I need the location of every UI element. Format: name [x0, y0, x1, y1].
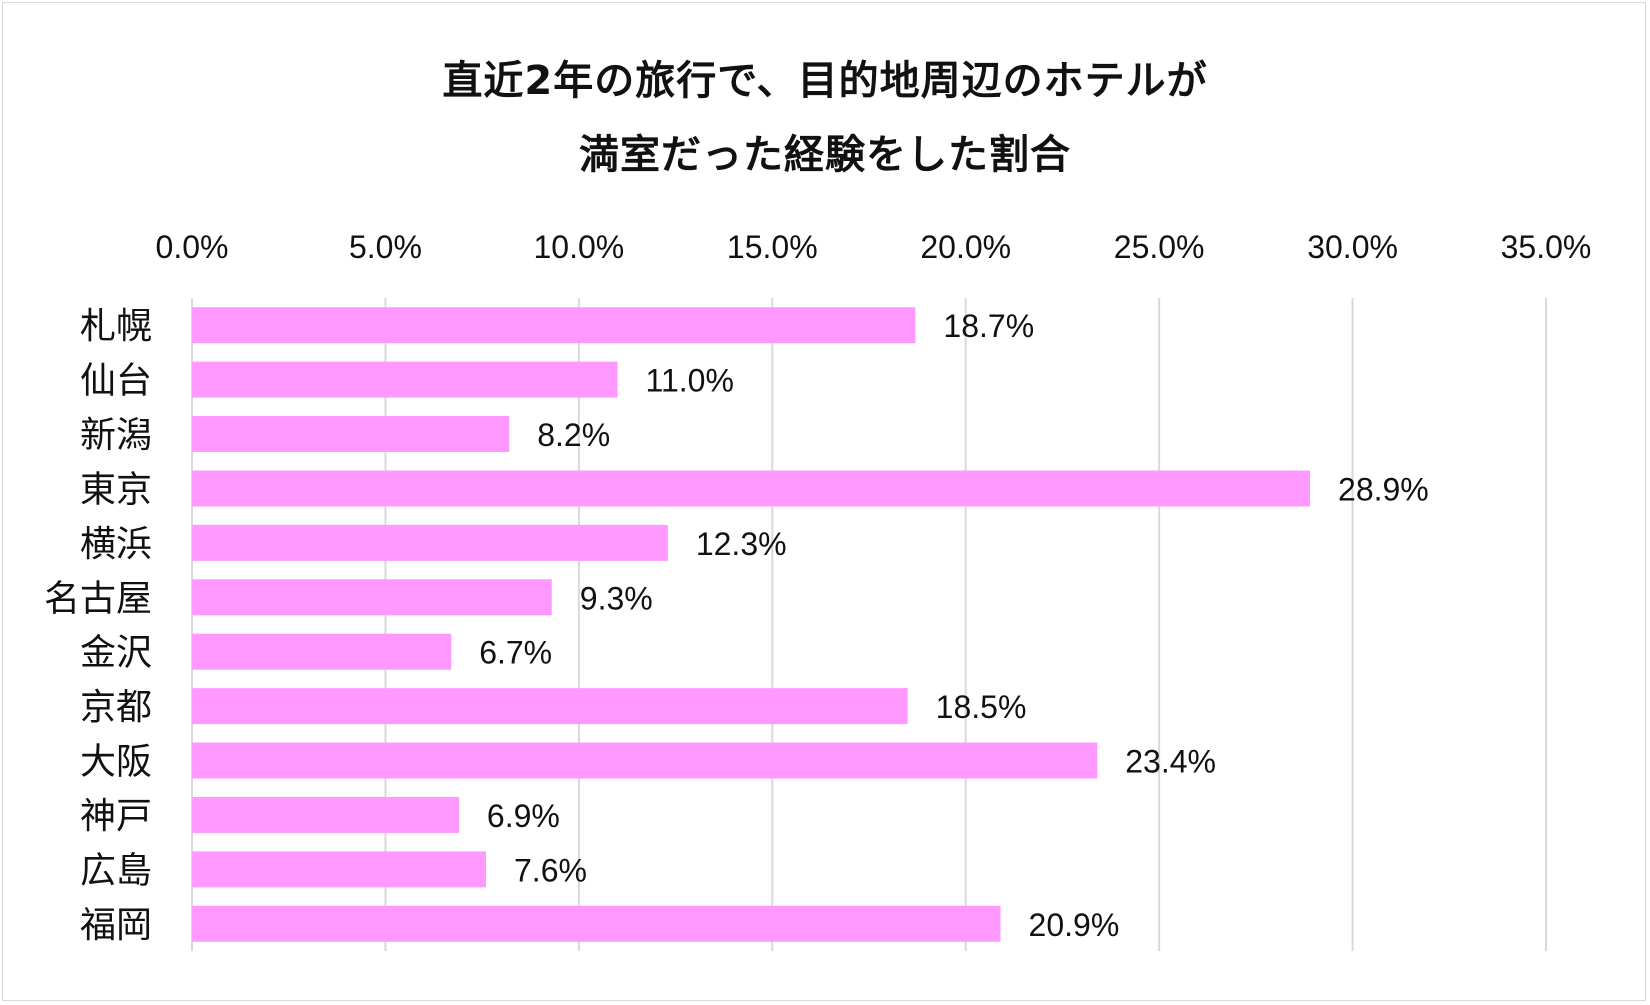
- bar-11: [192, 905, 1001, 942]
- category-label: 福岡: [80, 904, 152, 945]
- chart-title-line-2: 満室だった経験をした割合: [579, 132, 1071, 178]
- category-label: 神戸: [80, 795, 152, 836]
- bar-0: [192, 307, 916, 344]
- x-tick-label: 10.0%: [533, 229, 624, 265]
- x-tick-label: 5.0%: [349, 229, 422, 265]
- data-label: 6.9%: [487, 798, 560, 834]
- data-label: 18.5%: [936, 689, 1027, 725]
- data-label: 28.9%: [1338, 471, 1429, 507]
- category-label: 新潟: [80, 414, 152, 455]
- x-tick-label: 20.0%: [920, 229, 1011, 265]
- bar-3: [192, 470, 1311, 507]
- x-tick-label: 15.0%: [727, 229, 818, 265]
- category-label: 京都: [80, 686, 152, 727]
- bar-6: [192, 633, 452, 670]
- bar-2: [192, 416, 510, 453]
- data-label: 8.2%: [537, 417, 610, 453]
- data-label: 6.7%: [479, 635, 552, 671]
- data-label: 9.3%: [580, 580, 653, 616]
- data-label: 20.9%: [1029, 907, 1120, 943]
- category-label: 金沢: [80, 632, 152, 673]
- category-label: 名古屋: [44, 577, 152, 618]
- bar-5: [192, 579, 552, 616]
- x-tick-label: 25.0%: [1114, 229, 1205, 265]
- category-label: 横浜: [80, 523, 152, 564]
- category-label: 広島: [80, 849, 152, 890]
- data-label: 11.0%: [646, 363, 734, 399]
- bar-1: [192, 361, 618, 398]
- bar-10: [192, 851, 487, 888]
- bar-7: [192, 688, 908, 725]
- data-label: 12.3%: [696, 526, 787, 562]
- data-label: 18.7%: [943, 308, 1034, 344]
- category-label: 札幌: [80, 305, 152, 346]
- data-label: 23.4%: [1125, 744, 1216, 780]
- bar-9: [192, 796, 459, 833]
- data-label: 7.6%: [514, 852, 587, 888]
- x-tick-label: 30.0%: [1307, 229, 1398, 265]
- bar-8: [192, 742, 1098, 779]
- category-label: 大阪: [80, 741, 152, 782]
- chart-title-line-1: 直近2年の旅行で、目的地周辺のホテルが: [442, 58, 1208, 104]
- category-label: 東京: [80, 468, 152, 509]
- category-label: 仙台: [80, 360, 152, 401]
- x-tick-label: 0.0%: [156, 229, 229, 265]
- bar-4: [192, 524, 668, 561]
- x-tick-label: 35.0%: [1501, 229, 1592, 265]
